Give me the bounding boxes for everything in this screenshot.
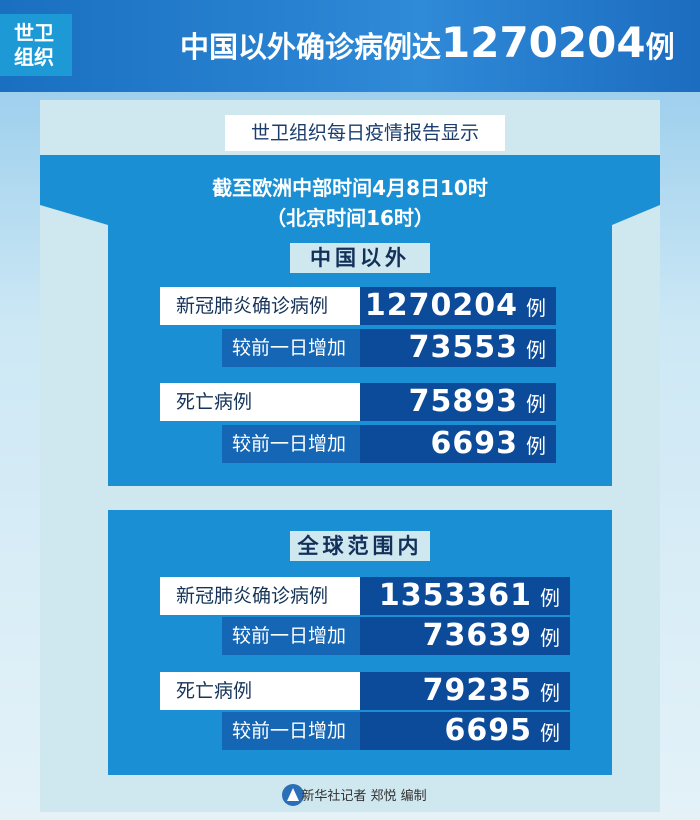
value-unit: 例	[526, 338, 546, 362]
title-suffix: 例	[645, 30, 675, 64]
row-value: 73553 例	[360, 329, 556, 367]
footer-text: 新华社记者 郑悦 编制	[301, 789, 427, 804]
row-label: 新冠肺炎确诊病例	[160, 577, 360, 615]
value-number: 1270204	[364, 288, 518, 323]
value-number: 79235	[422, 673, 532, 708]
value-unit: 例	[526, 434, 546, 458]
time-line: 截至欧洲中部时间4月8日10时	[212, 176, 488, 200]
badge: 世卫 组织	[0, 14, 72, 76]
badge-line: 世卫	[14, 21, 54, 45]
row-label: 死亡病例	[160, 383, 360, 421]
value-number: 75893	[408, 384, 518, 419]
row-value: 73639 例	[360, 617, 570, 655]
value-unit: 例	[526, 392, 546, 416]
row-value: 79235 例	[360, 672, 570, 710]
footer: 新华社记者 郑悦 编制	[0, 786, 700, 808]
logo	[282, 784, 304, 806]
value-unit: 例	[540, 681, 560, 705]
header-bar	[0, 0, 700, 92]
value-unit: 例	[526, 296, 546, 320]
source: 世卫组织每日疫情报告显示	[225, 115, 505, 151]
row-value: 6695 例	[360, 712, 570, 750]
time-line: （北京时间16时）	[266, 206, 434, 230]
row-value: 6693 例	[360, 425, 556, 463]
row-value: 75893 例	[360, 383, 556, 421]
value-number: 6693	[430, 426, 518, 461]
value-unit: 例	[540, 721, 560, 745]
row-label: 新冠肺炎确诊病例	[160, 287, 360, 325]
section-heading: 中国以外	[290, 243, 430, 273]
title-prefix: 中国以外确诊病例达	[180, 30, 442, 64]
value-number: 6695	[444, 713, 532, 748]
row-value: 1270204 例	[360, 287, 556, 325]
title-number: 1270204	[441, 18, 646, 67]
value-unit: 例	[540, 586, 560, 610]
section-heading: 全球范围内	[290, 531, 430, 561]
value-number: 73553	[408, 330, 518, 365]
value-number: 1353361	[378, 578, 532, 613]
value-number: 73639	[422, 618, 532, 653]
title: 中国以外确诊病例达1270204例	[180, 18, 675, 67]
row-label: 死亡病例	[160, 672, 360, 710]
badge-line: 组织	[14, 45, 54, 69]
row-value: 1353361 例	[360, 577, 570, 615]
value-unit: 例	[540, 626, 560, 650]
